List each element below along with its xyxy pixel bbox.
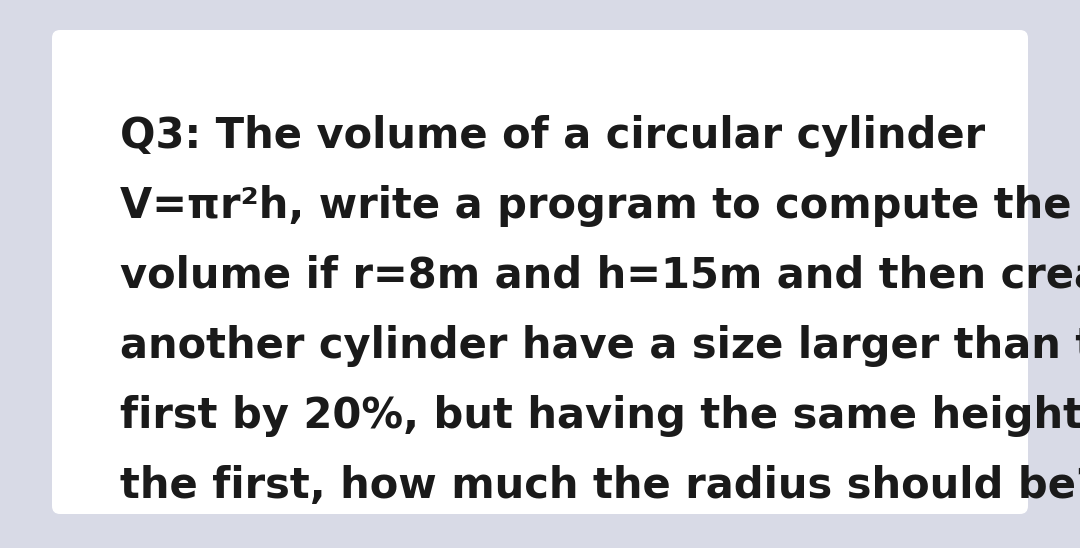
Text: the first, how much the radius should be?: the first, how much the radius should be… [120, 465, 1080, 507]
Text: volume if r=8m and h=15m and then create: volume if r=8m and h=15m and then create [120, 255, 1080, 297]
Text: another cylinder have a size larger than the: another cylinder have a size larger than… [120, 325, 1080, 367]
Text: Q3: The volume of a circular cylinder: Q3: The volume of a circular cylinder [120, 115, 985, 157]
Text: first by 20%, but having the same height as: first by 20%, but having the same height… [120, 395, 1080, 437]
FancyBboxPatch shape [52, 30, 1028, 514]
Text: V=πr²h, write a program to compute the: V=πr²h, write a program to compute the [120, 185, 1071, 227]
